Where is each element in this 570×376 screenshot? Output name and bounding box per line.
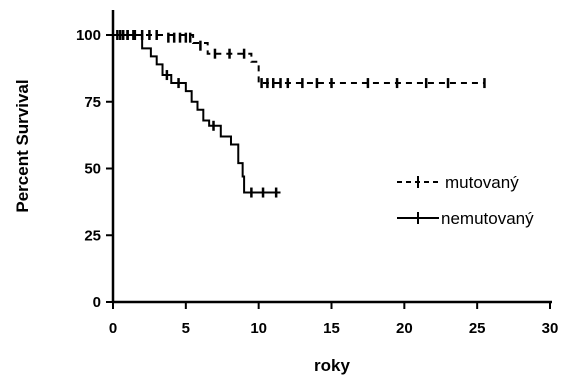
y-tick-label-75: 75: [84, 94, 101, 111]
x-tick-label-25: 25: [469, 320, 486, 337]
y-tick-label-25: 25: [84, 227, 101, 244]
x-tick-label-0: 0: [109, 320, 117, 337]
x-tick-label-5: 5: [182, 320, 190, 337]
y-axis-title: Percent Survival: [13, 79, 32, 212]
axis-ticks: 0 5 10 15 20 25 30 0 25 50 75 100: [76, 27, 558, 337]
series-line-mutovany: [113, 34, 485, 85]
series-nemutovany-marks: [113, 30, 281, 198]
x-tick-label-20: 20: [396, 320, 413, 337]
legend-label-nemutovany: nemutovaný: [441, 209, 534, 228]
x-tick-label-30: 30: [542, 320, 559, 337]
x-axis-title: roky: [314, 356, 350, 375]
y-tick-label-50: 50: [84, 161, 101, 178]
x-tick-label-15: 15: [323, 320, 340, 337]
x-tick-label-10: 10: [250, 320, 267, 337]
series-mutovany-marks: [113, 30, 486, 89]
legend-label-mutovany: mutovaný: [445, 173, 519, 192]
y-tick-label-100: 100: [76, 27, 101, 44]
series-line-nemutovany: [113, 34, 281, 194]
legend: mutovaný nemutovaný: [397, 173, 534, 228]
y-tick-label-0: 0: [93, 294, 101, 311]
